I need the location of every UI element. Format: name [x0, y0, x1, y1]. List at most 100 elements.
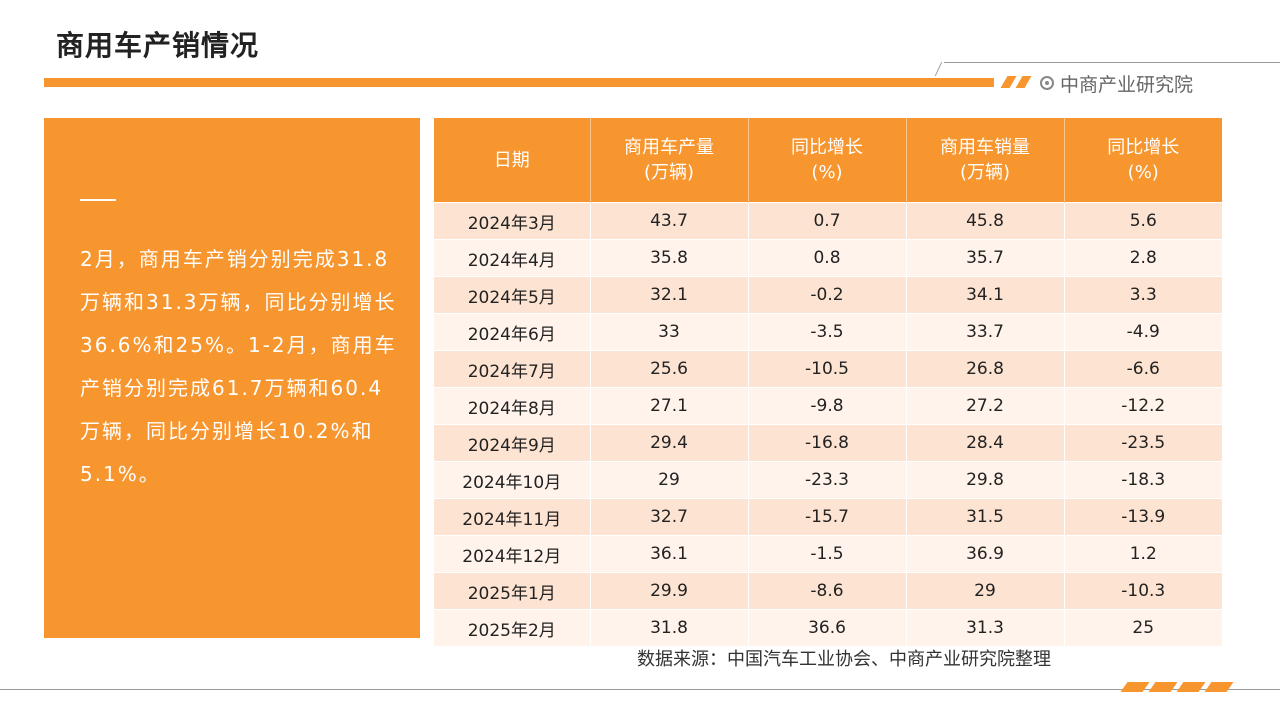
- value-cell: 32.7: [590, 498, 749, 536]
- value-cell: 1.2: [1064, 535, 1222, 573]
- value-cell: 3.3: [1064, 276, 1222, 314]
- value-cell: -9.8: [748, 387, 907, 425]
- table-row: 2024年3月 43.7 0.7 45.8 5.6: [434, 202, 1222, 240]
- table-row: 2024年8月 27.1 -9.8 27.2 -12.2: [434, 387, 1222, 425]
- summary-panel: 2月，商用车产销分别完成31.8万辆和31.3万辆，同比分别增长36.6%和25…: [44, 118, 420, 638]
- value-cell: 2.8: [1064, 239, 1222, 277]
- value-cell: 33.7: [906, 313, 1065, 351]
- table-header-cell: 商用车产量 (万辆): [590, 118, 749, 203]
- value-cell: 36.6: [748, 609, 907, 646]
- value-cell: -23.3: [748, 461, 907, 499]
- date-cell: 2024年4月: [434, 239, 591, 277]
- date-cell: 2024年6月: [434, 313, 591, 351]
- value-cell: 0.7: [748, 202, 907, 240]
- data-source-note: 数据来源：中国汽车工业协会、中商产业研究院整理: [637, 649, 1051, 670]
- value-cell: 31.3: [906, 609, 1065, 646]
- value-cell: 5.6: [1064, 202, 1222, 240]
- value-cell: 26.8: [906, 350, 1065, 388]
- value-cell: 25: [1064, 609, 1222, 646]
- value-cell: 27.1: [590, 387, 749, 425]
- table-header-cell: 同比增长 (%): [1064, 118, 1222, 203]
- value-cell: 29.8: [906, 461, 1065, 499]
- value-cell: 31.5: [906, 498, 1065, 536]
- value-cell: -1.5: [748, 535, 907, 573]
- value-cell: 36.1: [590, 535, 749, 573]
- table-header-cell: 商用车销量 (万辆): [906, 118, 1065, 203]
- value-cell: 45.8: [906, 202, 1065, 240]
- date-cell: 2024年10月: [434, 461, 591, 499]
- brand-circle-icon: [1040, 76, 1054, 90]
- table-row: 2024年10月 29 -23.3 29.8 -18.3: [434, 461, 1222, 499]
- date-cell: 2024年7月: [434, 350, 591, 388]
- footer-stripes-decoration: [1118, 682, 1244, 692]
- table-row: 2025年1月 29.9 -8.6 29 -10.3: [434, 572, 1222, 610]
- table-row: 2024年11月 32.7 -15.7 31.5 -13.9: [434, 498, 1222, 536]
- value-cell: -12.2: [1064, 387, 1222, 425]
- value-cell: 0.8: [748, 239, 907, 277]
- date-cell: 2024年8月: [434, 387, 591, 425]
- value-cell: -8.6: [748, 572, 907, 610]
- value-cell: 25.6: [590, 350, 749, 388]
- value-cell: 29.9: [590, 572, 749, 610]
- header-label: 商用车销量: [940, 137, 1030, 158]
- header-unit: (%): [1127, 162, 1159, 183]
- value-cell: -10.5: [748, 350, 907, 388]
- table-row: 2024年7月 25.6 -10.5 26.8 -6.6: [434, 350, 1222, 388]
- brand-name: 中商产业研究院: [1060, 73, 1194, 96]
- header-unit: (万辆): [643, 162, 695, 183]
- value-cell: -10.3: [1064, 572, 1222, 610]
- value-cell: -0.2: [748, 276, 907, 314]
- value-cell: 29: [906, 572, 1065, 610]
- table-header-row: 日期 商用车产量 (万辆) 同比增长 (%) 商用车销量 (万辆) 同比增长 (%): [434, 118, 1222, 203]
- header-stripes-decoration: [1000, 76, 1032, 88]
- value-cell: 43.7: [590, 202, 749, 240]
- value-cell: 31.8: [590, 609, 749, 646]
- value-cell: 35.8: [590, 239, 749, 277]
- value-cell: 36.9: [906, 535, 1065, 573]
- table-row: 2024年5月 32.1 -0.2 34.1 3.3: [434, 276, 1222, 314]
- page-title: 商用车产销情况: [56, 29, 260, 62]
- table-row: 2024年9月 29.4 -16.8 28.4 -23.5: [434, 424, 1222, 462]
- sales-table: 日期 商用车产量 (万辆) 同比增长 (%) 商用车销量 (万辆) 同比增长 (%) 2024年…: [434, 118, 1222, 646]
- summary-text: 2月，商用车产销分别完成31.8万辆和31.3万辆，同比分别增长36.6%和25…: [80, 247, 397, 486]
- value-cell: -6.6: [1064, 350, 1222, 388]
- date-cell: 2025年2月: [434, 609, 591, 646]
- date-cell: 2024年9月: [434, 424, 591, 462]
- value-cell: 33: [590, 313, 749, 351]
- table-body: 2024年3月 43.7 0.7 45.8 5.6 2024年4月 35.8 0.8 35.7 2…: [434, 202, 1222, 646]
- header-unit: (%): [811, 162, 843, 183]
- header-label: 日期: [493, 149, 530, 171]
- value-cell: 27.2: [906, 387, 1065, 425]
- value-cell: -4.9: [1064, 313, 1222, 351]
- value-cell: 34.1: [906, 276, 1065, 314]
- header-divider-slant: [934, 62, 943, 76]
- header-divider-line: [944, 62, 1280, 63]
- table-row: 2024年4月 35.8 0.8 35.7 2.8: [434, 239, 1222, 277]
- value-cell: 32.1: [590, 276, 749, 314]
- title-accent-bar: [44, 78, 994, 87]
- value-cell: -23.5: [1064, 424, 1222, 462]
- value-cell: 29.4: [590, 424, 749, 462]
- date-cell: 2025年1月: [434, 572, 591, 610]
- value-cell: -13.9: [1064, 498, 1222, 536]
- value-cell: 35.7: [906, 239, 1065, 277]
- value-cell: -18.3: [1064, 461, 1222, 499]
- value-cell: -3.5: [748, 313, 907, 351]
- value-cell: 29: [590, 461, 749, 499]
- value-cell: -16.8: [748, 424, 907, 462]
- footer-divider-line: [0, 689, 1280, 690]
- value-cell: 28.4: [906, 424, 1065, 462]
- date-cell: 2024年3月: [434, 202, 591, 240]
- value-cell: -15.7: [748, 498, 907, 536]
- date-cell: 2024年11月: [434, 498, 591, 536]
- table-row: 2025年2月 31.8 36.6 31.3 25: [434, 609, 1222, 646]
- table-header-cell: 日期: [434, 118, 591, 203]
- summary-dash-decoration: [80, 199, 116, 201]
- date-cell: 2024年5月: [434, 276, 591, 314]
- header-unit: (万辆): [959, 162, 1011, 183]
- header-label: 同比增长: [791, 137, 863, 158]
- header-label: 同比增长: [1107, 137, 1180, 158]
- date-cell: 2024年12月: [434, 535, 591, 573]
- table-row: 2024年12月 36.1 -1.5 36.9 1.2: [434, 535, 1222, 573]
- header-label: 商用车产量: [624, 137, 714, 158]
